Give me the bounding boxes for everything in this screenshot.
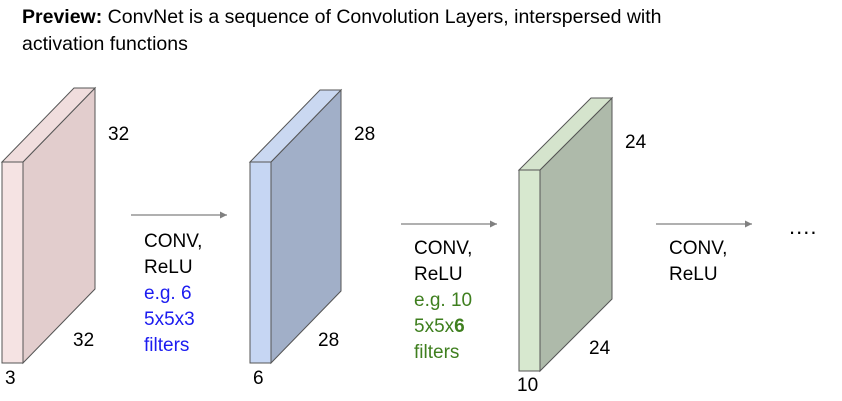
conv1-volume-front: [249, 161, 272, 364]
conv2-output-volume: [517, 96, 614, 373]
slide-title-line-2: activation functions: [22, 33, 188, 55]
op2-relu: ReLU: [414, 264, 463, 285]
op2-example: e.g. 10: [414, 290, 473, 311]
conv2-height-label: 24: [625, 132, 647, 153]
op1-example: e.g. 6: [144, 283, 192, 304]
op3-conv: CONV,: [669, 238, 728, 259]
input-depth-label: 3: [5, 368, 16, 389]
op2-filter-size-text: 5x5x: [414, 316, 455, 337]
op1-filter-size: 5x5x3: [144, 309, 195, 330]
conv1-width-label: 28: [318, 330, 340, 351]
op2-filter-depth: 6: [454, 316, 465, 337]
input-volume: [0, 86, 97, 365]
input-width-label: 32: [73, 330, 95, 351]
conv1-output-volume: [248, 88, 343, 365]
slide-title: Preview: ConvNet is a sequence of Convol…: [22, 5, 662, 29]
op1-filters: filters: [144, 335, 190, 356]
conv1-depth-label: 6: [253, 368, 264, 389]
conv2-volume-front: [518, 169, 541, 372]
input-volume-front: [1, 161, 24, 364]
title-text: ConvNet is a sequence of Convolution Lay…: [102, 6, 662, 28]
input-height-label: 32: [108, 124, 130, 145]
op1-relu: ReLU: [144, 257, 193, 278]
op2-filters: filters: [414, 342, 460, 363]
op2-label: CONV, ReLU e.g. 10 5x5x6 filters: [414, 236, 472, 366]
continuation-ellipsis: ....: [789, 214, 818, 239]
op2-conv: CONV,: [414, 238, 473, 259]
op3-relu: ReLU: [669, 264, 718, 285]
conv1-height-label: 28: [354, 124, 376, 145]
conv2-depth-label: 10: [517, 375, 539, 396]
op1-label: CONV, ReLU e.g. 6 5x5x3 filters: [144, 229, 202, 359]
conv2-width-label: 24: [589, 338, 611, 359]
op2-filter-size: 5x5x6: [414, 314, 472, 340]
op1-conv: CONV,: [144, 231, 203, 252]
op3-label: CONV, ReLU: [669, 236, 727, 288]
title-bold: Preview:: [22, 6, 103, 28]
